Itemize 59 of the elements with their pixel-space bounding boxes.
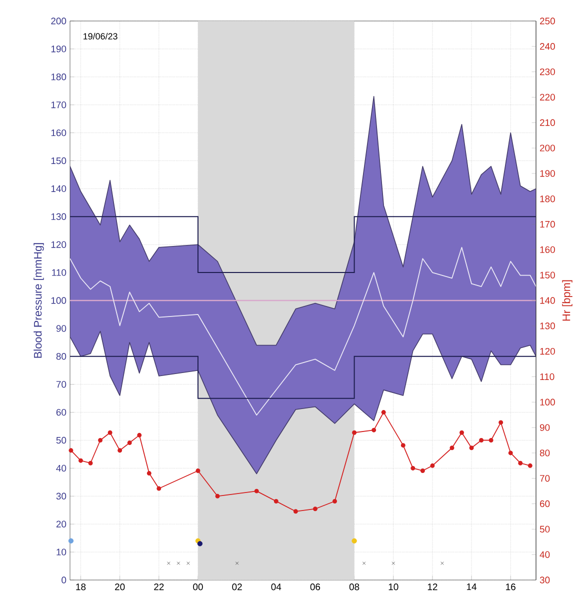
y-tick-label: 180 <box>51 74 66 80</box>
y-tick-label: 130 <box>51 213 66 220</box>
y2-tick-label: 40 <box>540 551 550 558</box>
y-tick-label: 110 <box>52 269 66 276</box>
y2-tick-label: 250 <box>540 18 555 24</box>
y2-tick-label: 50 <box>540 526 550 533</box>
x-tick-label: 16 <box>506 584 516 590</box>
x-tick-label: 22 <box>154 584 164 590</box>
y-tick-label: 0 <box>62 576 66 584</box>
y2-tick-label: 90 <box>540 424 550 431</box>
y2-tick-label: 140 <box>540 297 555 304</box>
y-tick-label: 100 <box>51 297 66 304</box>
y2-tick-label: 60 <box>540 500 550 508</box>
y2-tick-label: 240 <box>540 43 555 50</box>
y2-tick-label: 180 <box>540 196 555 202</box>
y-tick-label: 120 <box>51 241 66 248</box>
y-tick-label: 190 <box>51 46 66 52</box>
y2-tick-label: 170 <box>540 220 555 228</box>
x-tick-label: 20 <box>115 584 125 590</box>
y2-tick-label: 210 <box>540 119 555 126</box>
y-tick-label: 160 <box>51 129 66 136</box>
y2-tick-label: 150 <box>540 272 555 278</box>
y-tick-label: 90 <box>56 325 66 332</box>
y2-tick-label: 130 <box>540 322 555 330</box>
y-tick-label: 60 <box>56 408 66 416</box>
y2-tick-label: 230 <box>540 68 555 76</box>
y-tick-label: 200 <box>51 18 66 24</box>
x-tick-label: 02 <box>232 584 242 590</box>
y-tick-label: 10 <box>56 548 66 556</box>
y-tick-label: 30 <box>56 492 66 500</box>
y-axis-title: Blood Pressure [mmHg] <box>34 243 44 358</box>
y-tick-label: 80 <box>56 353 66 360</box>
y2-tick-label: 110 <box>540 373 554 380</box>
x-tick-label: 08 <box>349 584 360 590</box>
y-tick-label: 40 <box>56 464 66 472</box>
y2-tick-label: 120 <box>540 348 555 355</box>
y-tick-label: 50 <box>56 436 66 444</box>
x-tick-label: 00 <box>193 584 203 590</box>
y-tick-label: 140 <box>51 185 66 192</box>
y-tick-label: 150 <box>51 157 66 164</box>
x-tick-label: 14 <box>466 584 477 590</box>
y-tick-label: 170 <box>51 101 66 108</box>
x-tick-label: 04 <box>271 584 282 590</box>
y2-axis-title: Hr [bpm] <box>562 280 572 321</box>
y-tick-label: 70 <box>56 380 66 388</box>
y2-tick-label: 80 <box>540 450 550 456</box>
x-tick-label: 18 <box>76 584 86 590</box>
x-tick-label: 12 <box>428 584 438 590</box>
y2-tick-label: 70 <box>540 475 550 482</box>
y2-tick-label: 200 <box>540 144 555 152</box>
y2-tick-label: 220 <box>540 94 555 101</box>
y2-tick-label: 30 <box>540 576 550 584</box>
annotation: 19/06/23 <box>84 32 118 40</box>
x-tick-label: 10 <box>388 584 398 590</box>
y2-tick-label: 160 <box>540 246 555 254</box>
x-tick-label: 06 <box>310 584 320 590</box>
y-tick-label: 20 <box>56 520 66 528</box>
y2-tick-label: 100 <box>540 398 555 406</box>
y2-tick-label: 190 <box>540 170 555 177</box>
